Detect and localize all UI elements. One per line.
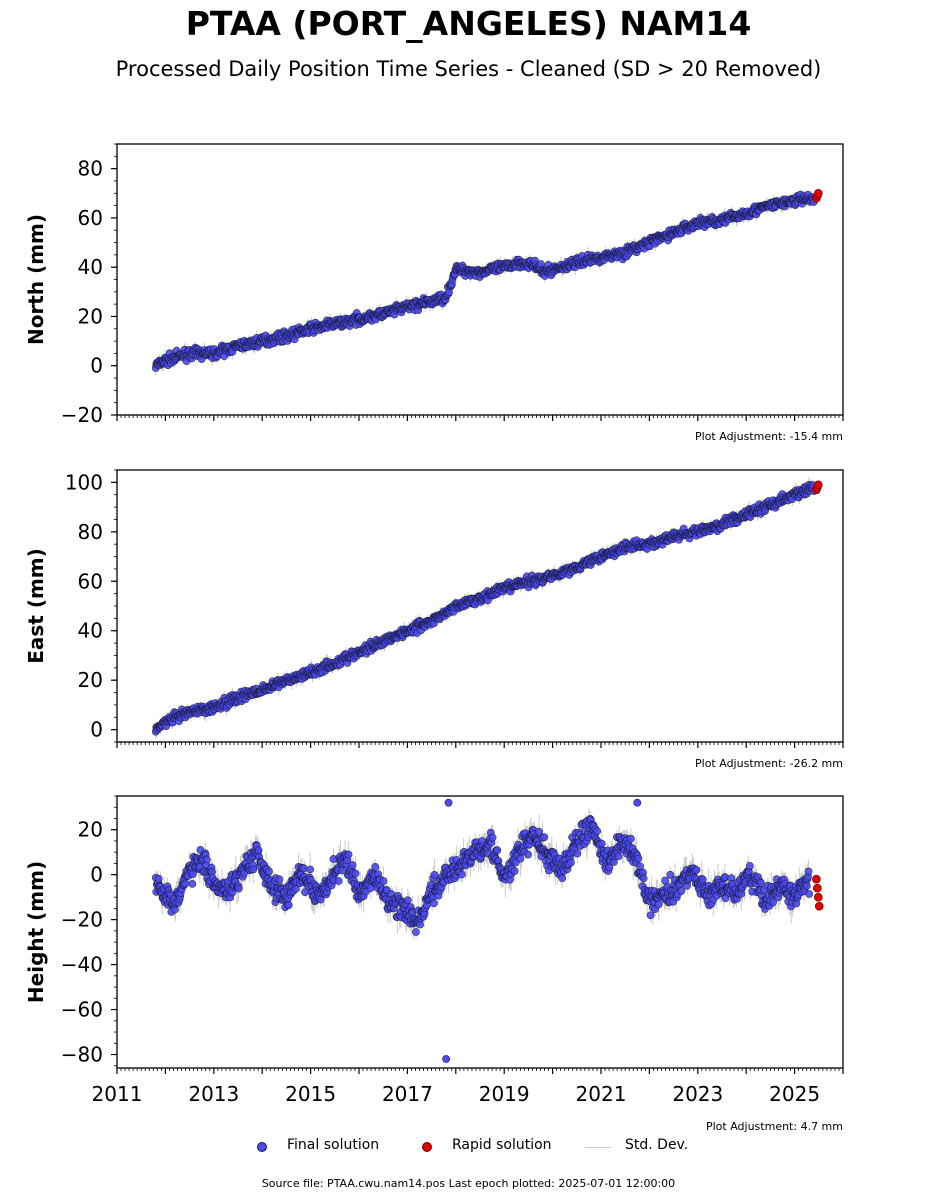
north-y-tick-label: 40 [78, 255, 103, 279]
height-final-point [379, 877, 388, 885]
east-y-tick-label: 60 [78, 569, 103, 593]
north-y-axis-label: North (mm) [24, 214, 48, 345]
chart-title: PTAA (PORT_ANGELES) NAM14 [185, 4, 752, 43]
height-final-point [488, 833, 497, 842]
height-final-point [154, 874, 163, 883]
east-y-tick-label: 40 [78, 619, 103, 643]
north-y-tick-label: −20 [61, 403, 103, 427]
height-final-point [430, 871, 439, 879]
height-final-point [457, 870, 466, 879]
north-y-tick-label: 80 [78, 157, 103, 181]
east-y-tick-label: 80 [78, 520, 103, 544]
height-final-point [348, 861, 357, 870]
height-final-point [344, 850, 353, 859]
height-final-point [334, 877, 343, 885]
height-final-point [430, 899, 438, 908]
height-final-point [403, 896, 412, 905]
height-final-point [254, 846, 263, 855]
height-final-point [371, 862, 380, 871]
height-final-point [351, 869, 360, 878]
height-final-point [412, 928, 420, 936]
east-rapid-point [814, 480, 823, 490]
height-final-point [181, 879, 190, 888]
height-final-point [188, 879, 197, 888]
east-y-tick-label: 20 [78, 668, 103, 692]
east-y-tick-label: 0 [90, 718, 103, 742]
north-y-tick-label: 0 [90, 354, 103, 378]
height-final-point [275, 875, 284, 884]
chart-subtitle: Processed Daily Position Time Series - C… [115, 57, 822, 81]
north-final-point [536, 260, 545, 268]
height-final-point [249, 865, 258, 874]
height-final-point [234, 884, 243, 893]
height-final-point [265, 867, 273, 876]
east-plot-adjustment: Plot Adjustment: -26.2 mm [695, 757, 843, 770]
north-y-tick-label: 20 [78, 304, 103, 328]
height-final-point [284, 901, 293, 909]
height-final-point [299, 864, 308, 873]
north-y-tick-label: 60 [78, 206, 103, 230]
north-rapid-point [814, 188, 823, 198]
height-final-point [202, 855, 211, 864]
east-y-tick-label: 100 [65, 470, 103, 494]
east-y-axis-label: East (mm) [24, 548, 48, 664]
north-plot-adjustment: Plot Adjustment: -15.4 mm [695, 430, 843, 443]
height-final-point [306, 865, 315, 874]
